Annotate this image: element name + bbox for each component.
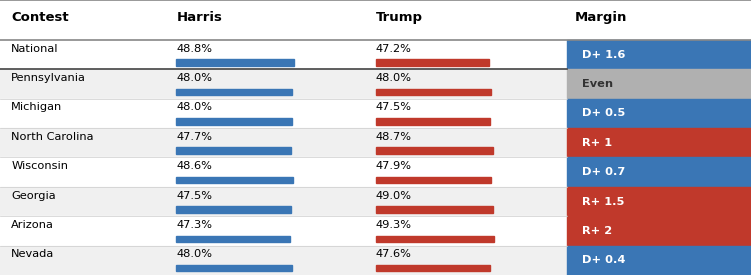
Text: R+ 2: R+ 2 xyxy=(582,226,612,236)
Text: D+ 0.7: D+ 0.7 xyxy=(582,167,626,177)
Text: 48.0%: 48.0% xyxy=(376,73,412,83)
Bar xyxy=(567,187,751,216)
Bar xyxy=(376,147,493,154)
Text: 47.6%: 47.6% xyxy=(376,249,412,259)
Text: D+ 1.6: D+ 1.6 xyxy=(582,50,626,60)
Text: North Carolina: North Carolina xyxy=(11,132,94,142)
Bar xyxy=(567,157,751,187)
Text: Margin: Margin xyxy=(575,12,627,24)
Bar xyxy=(567,216,751,246)
Bar xyxy=(376,206,493,213)
Text: National: National xyxy=(11,44,59,54)
Text: Contest: Contest xyxy=(11,12,69,24)
Bar xyxy=(567,40,751,69)
Text: 49.3%: 49.3% xyxy=(376,220,412,230)
Text: 48.0%: 48.0% xyxy=(176,249,213,259)
Text: 47.7%: 47.7% xyxy=(176,132,213,142)
Text: 47.3%: 47.3% xyxy=(176,220,213,230)
Bar xyxy=(376,177,490,183)
Text: Harris: Harris xyxy=(176,12,222,24)
Bar xyxy=(0,157,567,187)
Text: 47.9%: 47.9% xyxy=(376,161,412,171)
Bar xyxy=(176,59,294,66)
Bar xyxy=(176,265,292,271)
Bar xyxy=(376,118,490,125)
Text: 47.5%: 47.5% xyxy=(376,103,412,112)
Text: Nevada: Nevada xyxy=(11,249,55,259)
Bar xyxy=(176,177,294,183)
Bar xyxy=(567,99,751,128)
Text: 48.8%: 48.8% xyxy=(176,44,213,54)
Bar xyxy=(0,69,567,99)
Bar xyxy=(0,0,751,40)
Bar xyxy=(376,265,490,271)
Bar xyxy=(0,99,567,128)
Text: 48.0%: 48.0% xyxy=(176,73,213,83)
Text: Wisconsin: Wisconsin xyxy=(11,161,68,171)
Bar xyxy=(176,147,291,154)
Text: 47.5%: 47.5% xyxy=(176,191,213,201)
Text: R+ 1.5: R+ 1.5 xyxy=(582,197,624,207)
Bar xyxy=(176,89,292,95)
Text: Michigan: Michigan xyxy=(11,103,62,112)
Text: Pennsylvania: Pennsylvania xyxy=(11,73,86,83)
Bar xyxy=(567,69,751,99)
Text: D+ 0.4: D+ 0.4 xyxy=(582,255,626,265)
Bar xyxy=(376,59,489,66)
Bar xyxy=(176,206,291,213)
Text: R+ 1: R+ 1 xyxy=(582,138,612,148)
Text: 48.0%: 48.0% xyxy=(176,103,213,112)
Text: 49.0%: 49.0% xyxy=(376,191,412,201)
Bar xyxy=(0,40,567,69)
Bar xyxy=(0,187,567,216)
Bar xyxy=(567,128,751,157)
Bar xyxy=(0,216,567,246)
Text: 48.7%: 48.7% xyxy=(376,132,412,142)
Bar xyxy=(0,246,567,275)
Bar xyxy=(567,246,751,275)
Text: 47.2%: 47.2% xyxy=(376,44,412,54)
Text: Georgia: Georgia xyxy=(11,191,56,201)
Bar xyxy=(176,118,292,125)
Text: Trump: Trump xyxy=(376,12,423,24)
Bar xyxy=(376,89,491,95)
Text: 48.6%: 48.6% xyxy=(176,161,213,171)
Bar xyxy=(176,236,290,242)
Bar xyxy=(376,236,494,242)
Text: D+ 0.5: D+ 0.5 xyxy=(582,108,626,118)
Text: Arizona: Arizona xyxy=(11,220,54,230)
Bar xyxy=(0,128,567,157)
Text: Even: Even xyxy=(582,79,613,89)
